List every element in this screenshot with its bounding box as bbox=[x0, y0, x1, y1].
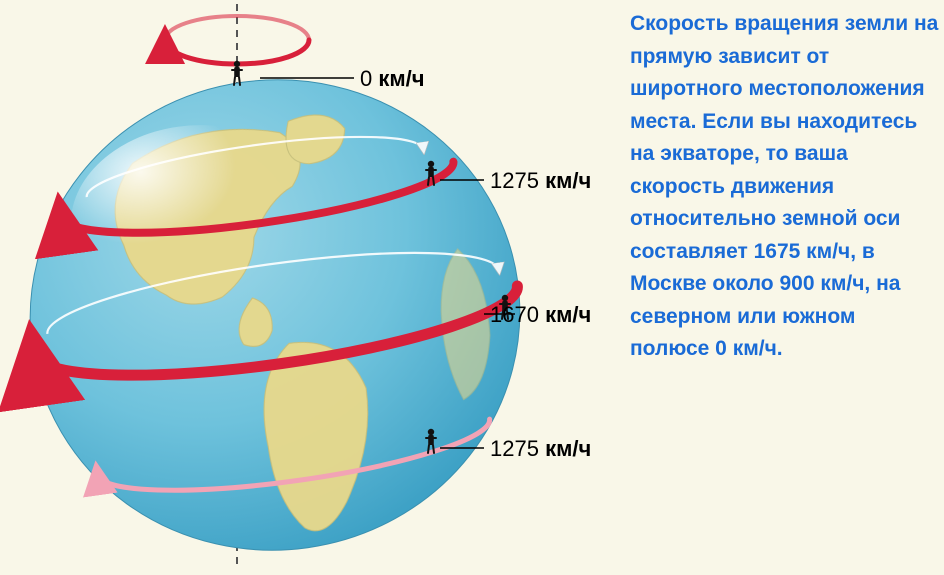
speed-label-equator: 1670 км/ч bbox=[490, 302, 591, 328]
speed-label-south45: 1275 км/ч bbox=[490, 436, 591, 462]
speed-unit: км/ч bbox=[545, 436, 591, 461]
speed-unit: км/ч bbox=[378, 66, 424, 91]
globe-diagram bbox=[0, 0, 620, 570]
speed-label-pole: 0 км/ч bbox=[360, 66, 425, 92]
speed-value: 0 bbox=[360, 66, 372, 91]
globe-svg bbox=[0, 0, 620, 570]
description-text: Скорость вращения земли на прямую зависи… bbox=[630, 8, 940, 366]
speed-unit: км/ч bbox=[545, 168, 591, 193]
speed-label-north45: 1275 км/ч bbox=[490, 168, 591, 194]
speed-unit: км/ч bbox=[545, 302, 591, 327]
speed-value: 1670 bbox=[490, 302, 539, 327]
speed-value: 1275 bbox=[490, 436, 539, 461]
speed-value: 1275 bbox=[490, 168, 539, 193]
